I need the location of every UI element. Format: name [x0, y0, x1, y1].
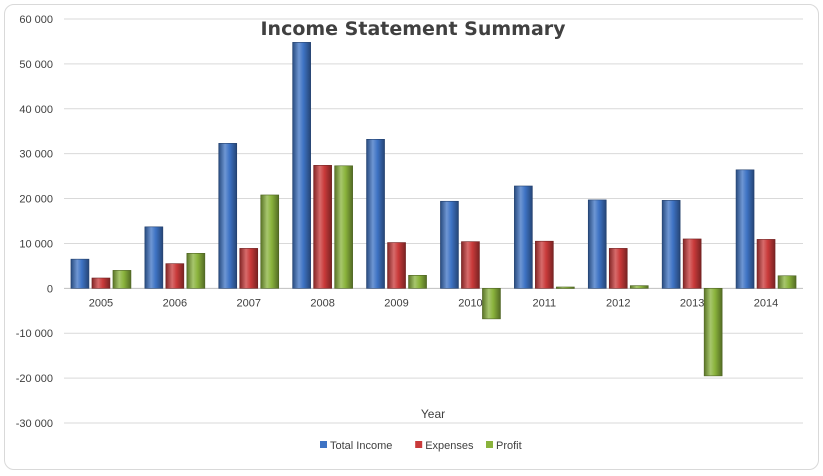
chart-title: Income Statement Summary: [260, 18, 566, 40]
bar-expenses: [756, 239, 776, 289]
x-tick-label: 2014: [754, 297, 778, 309]
bar-expenses: [608, 248, 628, 289]
grid-layer: [64, 18, 803, 424]
bar-expenses: [461, 241, 480, 289]
bar-profit: [186, 253, 206, 289]
y-tick-label: -20 000: [16, 373, 53, 385]
x-tick-label: 2007: [237, 297, 261, 309]
bar-profit: [112, 270, 132, 289]
bar-profit: [334, 165, 353, 289]
chart-frame: [4, 4, 819, 470]
y-tick-label: 10 000: [19, 238, 53, 250]
x-axis-title: Year: [421, 407, 445, 421]
bar-total-income: [218, 143, 238, 289]
bar-total-income: [661, 200, 681, 289]
bar-total-income: [735, 169, 755, 289]
bar-expenses: [91, 277, 111, 289]
x-tick-label: 2008: [310, 297, 334, 309]
bar-profit: [629, 285, 649, 289]
y-tick-label: 40 000: [19, 104, 53, 116]
legend: Total Income Expenses Profit: [320, 440, 522, 452]
bar-expenses: [535, 240, 554, 289]
bar-profit: [777, 275, 797, 289]
bar-layer: [70, 42, 797, 377]
bar-profit: [482, 288, 501, 320]
legend-swatch: [320, 441, 327, 448]
bar-total-income: [366, 139, 385, 289]
bar-profit: [556, 286, 575, 289]
y-tick-label: 60 000: [19, 14, 53, 26]
bar-total-income: [440, 200, 459, 289]
y-tick-label: -10 000: [16, 328, 53, 340]
bar-expenses: [313, 165, 332, 289]
legend-label: Expenses: [425, 440, 474, 452]
x-tick-label: 2005: [89, 297, 113, 309]
y-tick-label: 0: [47, 283, 53, 295]
bar-expenses: [165, 263, 185, 289]
bar-total-income: [514, 185, 533, 289]
y-tick-label: 20 000: [19, 194, 53, 206]
bar-total-income: [587, 199, 607, 289]
y-tick-label: -30 000: [16, 418, 53, 430]
legend-swatch: [486, 441, 493, 448]
y-axis-ticks: -30 000 -20 000 -10 000 0 10 000 20 000 30 000…: [16, 14, 53, 430]
bar-profit: [260, 194, 280, 289]
x-tick-label: 2010: [458, 297, 482, 309]
legend-swatch: [415, 441, 423, 448]
bar-total-income: [70, 258, 90, 289]
bar-profit: [408, 275, 427, 289]
bar-expenses: [239, 248, 259, 289]
bar-total-income: [292, 42, 311, 289]
bar-expenses: [682, 238, 702, 289]
x-tick-label: 2012: [606, 297, 630, 309]
bar-total-income: [144, 226, 164, 289]
legend-label: Profit: [496, 440, 522, 452]
x-tick-label: 2006: [163, 297, 187, 309]
y-tick-label: 30 000: [19, 149, 53, 161]
bar-expenses: [387, 242, 406, 289]
x-tick-label: 2013: [680, 297, 704, 309]
legend-label: Total Income: [330, 440, 392, 452]
x-tick-label: 2009: [384, 297, 408, 309]
x-tick-label: 2011: [533, 297, 557, 309]
bar-profit: [703, 288, 723, 377]
y-tick-label: 50 000: [19, 59, 53, 71]
x-axis-ticks: 2005 2006 2007 2008 2009 2010 2011 2012 2013 2014: [89, 297, 779, 309]
